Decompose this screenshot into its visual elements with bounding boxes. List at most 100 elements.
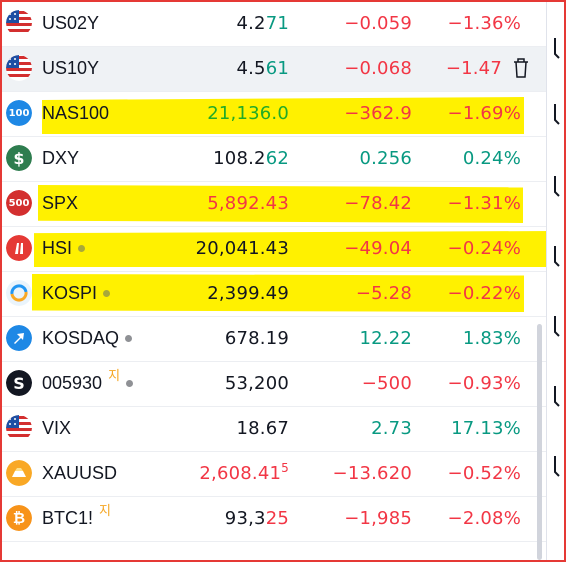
toolbar-icon-3[interactable] — [553, 170, 566, 200]
symbol-text: DXY — [42, 148, 80, 168]
watchlist-table: US02Y 4.271 −0.059 −1.36% US10Y 4.561 −0.068 −1… — [2, 2, 554, 542]
symbol-label[interactable]: BTC1! 지 — [42, 503, 111, 529]
watchlist-row[interactable]: US02Y 4.271 −0.059 −1.36% — [2, 2, 546, 47]
nas100-badge-icon: 100 — [6, 100, 32, 126]
toolbar-icon-7[interactable] — [553, 450, 566, 480]
samsung-s-icon: S — [6, 370, 32, 396]
watchlist-row[interactable]: S 005930 지 53,200 −500 −0.93% — [2, 362, 546, 407]
symbol-label[interactable]: XAUUSD — [42, 463, 117, 484]
change-value: −362.9 — [344, 103, 412, 124]
data-source-badge: 지 — [108, 368, 121, 383]
symbol-text: SPX — [42, 193, 79, 213]
watchlist-row[interactable]: 100 NAS100 21,136.0 −362.9 −1.69% — [2, 92, 546, 137]
change-percent: 17.13% — [451, 418, 521, 439]
change-value: −500 — [361, 373, 412, 394]
toolbar-icon-1[interactable] — [553, 32, 566, 62]
symbol-text: US10Y — [42, 58, 100, 78]
change-value: 0.256 — [359, 148, 412, 169]
change-percent: 0.24% — [462, 148, 521, 169]
kosdaq-logo-icon — [6, 325, 32, 351]
watchlist-row[interactable]: XAUUSD 2,608.415 −13.620 −0.52% — [2, 452, 546, 497]
change-percent: −1.31% — [447, 193, 521, 214]
market-status-dot — [126, 380, 134, 387]
change-percent: −1.47 — [445, 58, 502, 79]
watchlist-row[interactable]: KOSPI 2,399.49 −5.28 −0.22% — [2, 272, 546, 317]
last-price: 4.271 — [236, 13, 289, 34]
change-value: −0.068 — [344, 58, 412, 79]
spx-500-badge-icon: 500 — [6, 190, 32, 216]
trash-icon[interactable] — [512, 57, 530, 84]
change-percent: −1.69% — [447, 103, 521, 124]
symbol-label[interactable]: HSI — [42, 238, 86, 259]
highlight-marker — [38, 185, 523, 223]
last-price: 2,608.415 — [199, 461, 289, 484]
dollar-icon: $ — [6, 145, 32, 171]
watchlist-row[interactable]: 500 SPX 5,892.43 −78.42 −1.31% — [2, 182, 546, 227]
symbol-label[interactable]: US10Y — [42, 58, 99, 79]
change-value: −1,985 — [344, 508, 412, 529]
change-value: −49.04 — [344, 238, 412, 259]
symbol-text: XAUUSD — [42, 463, 118, 483]
change-percent: −0.93% — [447, 373, 521, 394]
symbol-label[interactable]: KOSDAQ — [42, 328, 133, 349]
symbol-text: 005930 — [42, 373, 103, 393]
last-price: 18.67 — [236, 418, 289, 439]
gold-bar-icon — [6, 460, 32, 486]
change-value: −13.620 — [332, 463, 412, 484]
watchlist-row[interactable]: ₿ BTC1! 지 93,325 −1,985 −2.08% — [2, 497, 546, 542]
us-flag-icon — [6, 55, 32, 81]
highlight-marker — [32, 274, 524, 312]
last-price: 20,041.43 — [195, 238, 289, 259]
symbol-text: NAS100 — [42, 103, 110, 123]
highlight-marker — [42, 97, 524, 134]
symbol-label[interactable]: 005930 지 — [42, 368, 134, 394]
us-flag-icon — [6, 10, 32, 36]
market-status-dot — [125, 335, 133, 342]
right-toolbar — [546, 2, 566, 560]
change-percent: −0.22% — [447, 283, 521, 304]
change-percent: −0.24% — [447, 238, 521, 259]
symbol-text: KOSDAQ — [42, 328, 120, 348]
symbol-label[interactable]: KOSPI — [42, 283, 111, 304]
watchlist-row[interactable]: KOSDAQ 678.19 12.22 1.83% — [2, 317, 546, 362]
watchlist-row[interactable]: US10Y 4.561 −0.068 −1.47 — [2, 47, 546, 92]
change-percent: −0.52% — [447, 463, 521, 484]
market-status-dot — [103, 290, 111, 297]
symbol-text: HSI — [42, 238, 73, 258]
toolbar-icon-5[interactable] — [553, 310, 566, 340]
watchlist-row[interactable]: VIX 18.67 2.73 17.13% — [2, 407, 546, 452]
market-status-dot — [78, 245, 86, 252]
last-price: 53,200 — [224, 373, 289, 394]
last-price: 678.19 — [224, 328, 289, 349]
scrollbar[interactable] — [537, 324, 542, 560]
change-value: −78.42 — [344, 193, 412, 214]
symbol-text: BTC1! — [42, 508, 94, 528]
toolbar-icon-6[interactable] — [553, 380, 566, 410]
change-value: −0.059 — [344, 13, 412, 34]
change-percent: −1.36% — [447, 13, 521, 34]
kospi-logo-icon — [6, 280, 32, 306]
change-percent: 1.83% — [462, 328, 521, 349]
us-flag-icon — [6, 415, 32, 441]
symbol-text: KOSPI — [42, 283, 98, 303]
change-percent: −2.08% — [447, 508, 521, 529]
toolbar-icon-2[interactable] — [553, 98, 566, 128]
change-value: −5.28 — [355, 283, 412, 304]
last-price: 2,399.49 — [207, 283, 289, 304]
last-price: 93,325 — [224, 508, 289, 529]
symbol-label[interactable]: SPX — [42, 193, 78, 214]
symbol-label[interactable]: NAS100 — [42, 103, 109, 124]
watchlist-row[interactable]: HSI 20,041.43 −49.04 −0.24% — [2, 227, 554, 272]
bitcoin-icon: ₿ — [6, 505, 32, 531]
toolbar-icon-4[interactable] — [553, 240, 566, 270]
watchlist-row[interactable]: $ DXY 108.262 0.256 0.24% — [2, 137, 546, 182]
last-price: 5,892.43 — [207, 193, 289, 214]
hsi-logo-icon — [6, 235, 32, 261]
change-value: 2.73 — [371, 418, 412, 439]
symbol-label[interactable]: DXY — [42, 148, 79, 169]
symbol-label[interactable]: US02Y — [42, 13, 99, 34]
symbol-text: US02Y — [42, 13, 100, 33]
highlight-marker — [34, 231, 554, 267]
symbol-label[interactable]: VIX — [42, 418, 71, 439]
change-value: 12.22 — [359, 328, 412, 349]
